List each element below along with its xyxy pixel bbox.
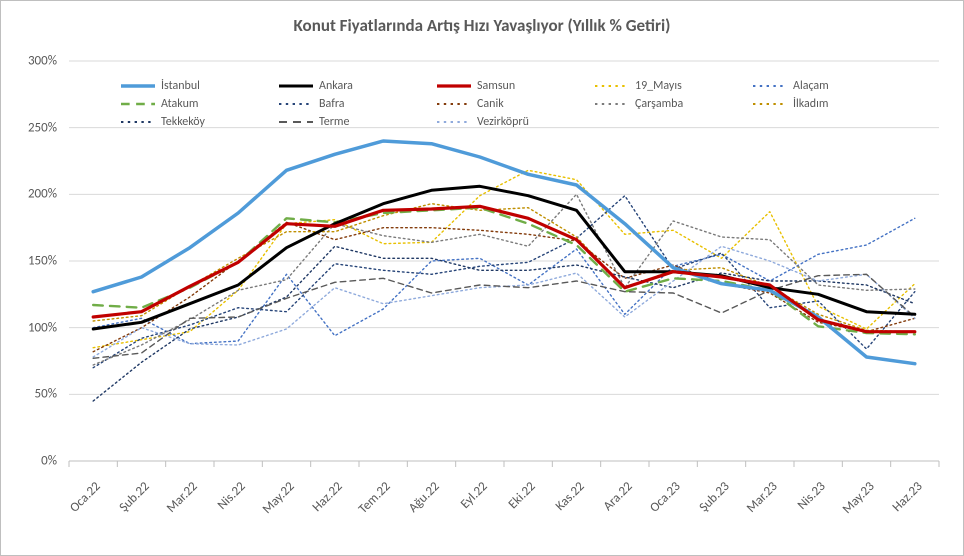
legend-swatch: [121, 80, 155, 92]
legend-label: Tekkeköy: [161, 115, 205, 129]
legend-swatch: [595, 80, 629, 92]
legend-item: İstanbul: [121, 79, 279, 93]
legend-item: Ankara: [279, 79, 437, 93]
x-tick-label: May.22: [259, 479, 297, 517]
legend-label: Ankara: [319, 79, 353, 93]
y-tick-label: 0%: [41, 454, 57, 469]
y-tick-label: 250%: [28, 120, 57, 135]
legend-swatch: [279, 116, 313, 128]
x-tick-label: Eyl.22: [458, 479, 491, 512]
x-tick-label: Kas.22: [552, 479, 587, 514]
legend-label: Terme: [319, 115, 350, 129]
legend-label: Vezirköprü: [477, 115, 529, 129]
legend-label: İlkadım: [793, 97, 828, 111]
x-tick-label: Ara.22: [600, 479, 635, 514]
legend-label: Samsun: [477, 79, 515, 93]
legend-swatch: [437, 80, 471, 92]
legend-label: Bafra: [319, 97, 345, 111]
legend-swatch: [753, 98, 787, 110]
y-tick-label: 200%: [28, 187, 57, 202]
legend-item: Terme: [279, 115, 437, 129]
x-tick-label: Mar.22: [164, 479, 201, 516]
legend-item: 19_Mayıs: [595, 79, 753, 93]
legend-label: Atakum: [161, 97, 198, 111]
legend-swatch: [121, 98, 155, 110]
chart-title: Konut Fiyatlarında Artış Hızı Yavaşlıyor…: [1, 15, 963, 36]
x-tick-label: Haz.23: [889, 479, 925, 515]
x-tick-label: Oca.23: [647, 479, 684, 516]
x-tick-label: Şub.22: [116, 479, 152, 515]
legend-label: 19_Mayıs: [635, 79, 682, 93]
series-line: [93, 194, 915, 365]
legend-swatch: [121, 116, 155, 128]
legend-item: İlkadım: [753, 97, 911, 111]
y-tick-label: 100%: [28, 320, 57, 335]
x-tick-label: Şub.23: [696, 479, 732, 515]
y-tick-label: 150%: [28, 254, 57, 269]
series-line: [93, 170, 915, 347]
series-line: [93, 206, 915, 331]
series-line: [93, 204, 915, 332]
legend-swatch: [595, 98, 629, 110]
y-axis-labels: 0%50%100%150%200%250%300%: [1, 61, 63, 461]
x-tick-label: May.23: [839, 479, 877, 517]
legend-label: İstanbul: [161, 79, 200, 93]
legend-item: Vezirköprü: [437, 115, 595, 129]
legend-label: Canik: [477, 97, 504, 111]
legend-item: Alaçam: [753, 79, 911, 93]
legend-item: Canik: [437, 97, 595, 111]
legend-label: Alaçam: [793, 79, 829, 93]
chart-container: Konut Fiyatlarında Artış Hızı Yavaşlıyor…: [0, 0, 964, 556]
legend-swatch: [279, 80, 313, 92]
x-tick-label: Nis.23: [795, 479, 829, 513]
x-tick-label: Eki.22: [506, 479, 539, 512]
legend-item: Samsun: [437, 79, 595, 93]
y-tick-label: 300%: [28, 54, 57, 69]
y-tick-label: 50%: [35, 387, 57, 402]
legend: İstanbul Ankara Samsun 19_Mayıs Alaçam Atakum…: [121, 79, 911, 129]
series-line: [93, 274, 915, 358]
legend-swatch: [437, 98, 471, 110]
x-tick-label: Oca.22: [67, 479, 104, 516]
legend-swatch: [279, 98, 313, 110]
legend-item: Bafra: [279, 97, 437, 111]
x-axis-labels: Oca.22 Şub.22 Mar.22 Nis.22 May.22 Haz.22 Tem.…: [69, 469, 939, 549]
x-tick-label: Tem.22: [356, 479, 394, 517]
series-line: [93, 141, 915, 364]
legend-item: Çarşamba: [595, 97, 753, 111]
x-tick-label: Nis.22: [215, 479, 249, 513]
x-tick-label: Mar.23: [744, 479, 781, 516]
legend-swatch: [437, 116, 471, 128]
legend-label: Çarşamba: [635, 97, 683, 111]
legend-item: Atakum: [121, 97, 279, 111]
x-tick-label: Haz.22: [309, 479, 345, 515]
x-tick-label: Ağu.22: [405, 479, 442, 516]
legend-swatch: [753, 80, 787, 92]
legend-item: Tekkeköy: [121, 115, 279, 129]
